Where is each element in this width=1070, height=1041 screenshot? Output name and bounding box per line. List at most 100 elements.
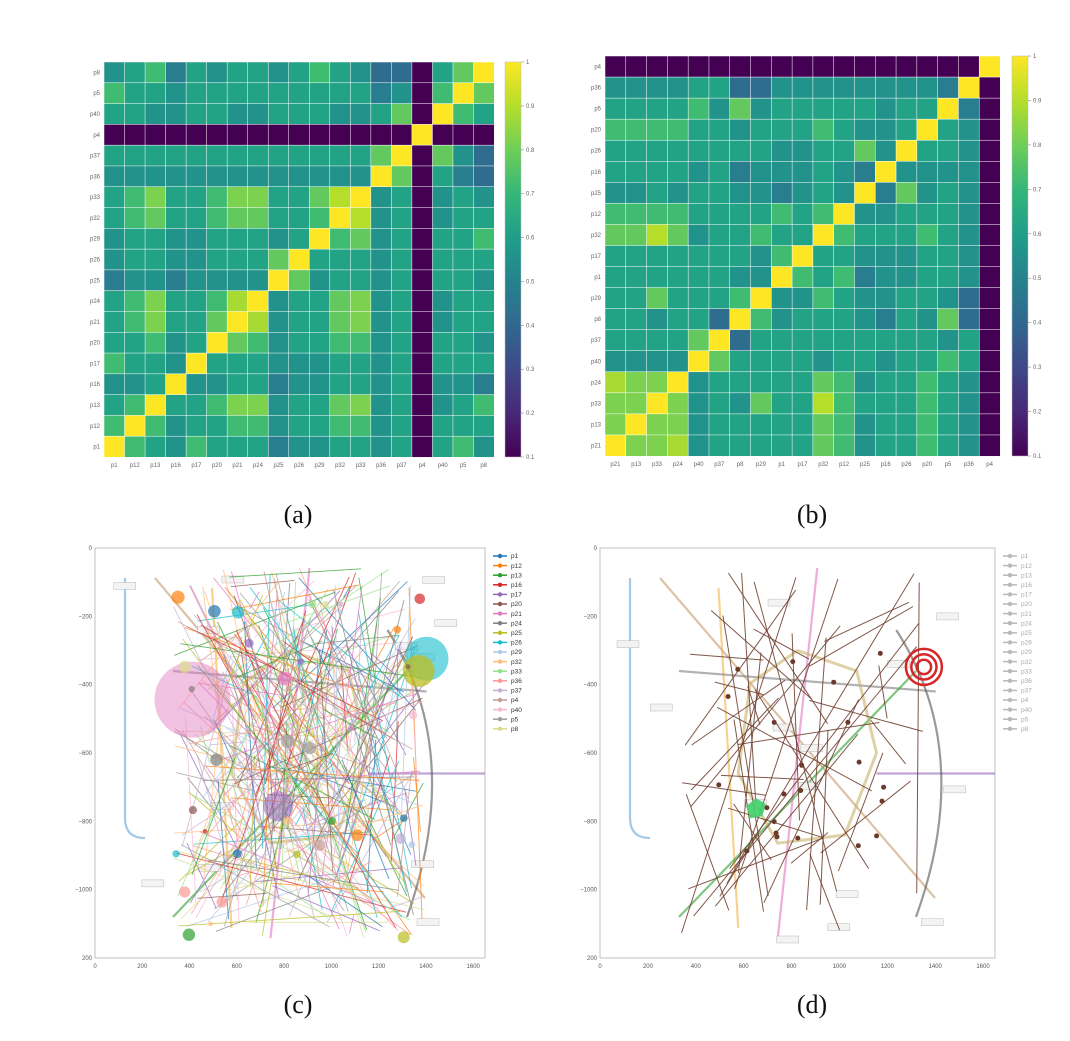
heatmap-a-cell-p25-p1	[103, 269, 126, 292]
map-d-trajectory	[733, 719, 764, 912]
map-d-target-ring	[910, 653, 938, 681]
heatmap-b-ylabel: p13	[591, 422, 602, 428]
map-d-trajectory	[790, 832, 829, 864]
heatmap-b-cell-p26-p1	[771, 139, 793, 162]
heatmap-a-cell-p5-p37	[391, 82, 413, 105]
heatmap-b-cell-p13-p16	[875, 413, 897, 436]
map-c-trajectory	[180, 708, 418, 806]
heatmap-a-cell-p5-p36	[370, 82, 392, 105]
heatmap-a-cell-p36-p40	[432, 165, 454, 188]
heatmap-a-cell-p25-p20	[206, 269, 228, 292]
map-c-legend-label: p16	[511, 582, 522, 589]
heatmap-a-cell-p32-p25	[267, 207, 290, 229]
heatmap-b-cell-p20-p20	[916, 118, 939, 141]
map-d-legend-marker	[1007, 697, 1013, 703]
heatmap-b-cell-p36-p26	[895, 76, 918, 99]
heatmap-a-cell-p1-p16	[165, 435, 187, 458]
map-d-legend-label: p29	[1021, 649, 1032, 656]
heatmap-b-cell-p37-p29	[750, 329, 772, 352]
heatmap-b-cell-p20-p8	[729, 118, 752, 141]
map-c-cluster-circle	[263, 791, 294, 822]
heatmap-a-cell-p20-p13	[144, 332, 167, 354]
heatmap-b-cell-p21-p17	[791, 434, 814, 457]
heatmap-a-cell-p29-p1	[103, 228, 126, 250]
heatmap-b-cell-p17-p16	[875, 245, 897, 268]
map-c-trajectory	[345, 644, 407, 756]
map-c-trajectory	[213, 719, 234, 763]
heatmap-a-cell-p36-p33	[350, 165, 372, 188]
heatmap-b-cell-p25-p24	[667, 182, 689, 204]
heatmap-b-cell-p5-p17	[791, 97, 814, 120]
heatmap-a-cell-p20-p5	[452, 332, 475, 354]
heatmap-b-cell-p20-p36	[958, 118, 980, 141]
map-c-legend-marker	[497, 659, 503, 664]
heatmap-b-cell-p17-p32	[812, 245, 835, 268]
heatmap-a-xlabel: p4	[419, 463, 426, 469]
heatmap-b-cell-p4-p36	[958, 55, 980, 78]
heatmap-b-cell-p29-p4	[978, 287, 1001, 310]
heatmap-b-cell-p29-p40	[687, 287, 710, 310]
heatmap-b-cell-p32-p1	[771, 224, 793, 247]
heatmap-b-cell-p24-p4	[978, 371, 1001, 394]
heatmap-b-cell-p17-p5	[937, 245, 959, 268]
map-c-point	[314, 839, 326, 851]
map-c-legend-label: p36	[511, 678, 522, 685]
heatmap-a-cell-p40-p8	[473, 103, 495, 125]
heatmap-a-cell-p21-p4	[411, 311, 433, 333]
heatmap-b-cell-p8-p4	[978, 308, 1001, 331]
heatmap-b-cell-p17-p24	[667, 245, 689, 268]
heatmap-b-cell-p16-p24	[667, 161, 689, 183]
map-c-trajectory	[261, 574, 271, 849]
heatmap-b-cell-p20-p33	[646, 118, 668, 141]
heatmap-b-cell-p37-p1	[771, 329, 793, 352]
heatmap-a-cell-p21-p24	[247, 311, 269, 333]
map-d-trajectory	[688, 837, 823, 890]
heatmap-a-cell-p12-p16	[165, 415, 187, 437]
map-d-trajectory	[693, 646, 918, 917]
heatmap-a-cell-p20-p40	[432, 332, 454, 354]
heatmap-b-cell-p24-p24	[667, 371, 689, 394]
heatmap-b-cell-p17-p37	[708, 245, 731, 268]
map-c-trajectory	[225, 863, 348, 892]
map-c-trajectory	[254, 667, 324, 721]
heatmap-a-cell-p12-p32	[329, 415, 351, 437]
heatmap-b-cell-p17-p20	[916, 245, 939, 268]
heatmap-a-cell-p26-p1	[103, 248, 126, 271]
map-c-point	[202, 829, 208, 834]
colorbar-a-label: 0.2	[526, 411, 535, 417]
heatmap-b-cell-p13-p12	[833, 413, 856, 436]
heatmap-a-cell-p37-p36	[370, 144, 392, 167]
heatmap-a-cell-p5-p33	[350, 82, 372, 105]
heatmap-a-cell-p25-p24	[247, 269, 269, 292]
heatmap-b-cell-p32-p29	[750, 224, 772, 247]
heatmap-a-cell-p24-p33	[350, 290, 372, 313]
heatmap-a-cell-p12-p24	[247, 415, 269, 437]
map-d-trajectory	[763, 699, 860, 904]
heatmap-b-cell-p16-p8	[729, 161, 752, 183]
heatmap-a-cell-p29-p24	[247, 228, 269, 250]
heatmap-a-cell-p26-p4	[411, 248, 433, 271]
heatmap-a-cell-p8-p17	[185, 61, 208, 84]
map-c-station-label	[411, 860, 434, 868]
heatmap-a-cell-p40-p36	[370, 103, 392, 125]
heatmap-b-cell-p16-p21	[604, 161, 627, 183]
heatmap-a-cell-p1-p24	[247, 435, 269, 458]
map-d-trajectory	[716, 706, 873, 792]
heatmap-a-cell-p20-p25	[267, 332, 290, 354]
map-c-trajectory	[192, 794, 411, 921]
heatmap-a-ylabel: p1	[93, 445, 100, 451]
heatmap-b-cell-p24-p37	[708, 371, 731, 394]
map-d-ytick: 200	[587, 956, 598, 962]
map-d-station-label	[800, 744, 823, 752]
map-c-point	[261, 714, 265, 719]
colorbar-b-label: 0.3	[1033, 365, 1042, 371]
heatmap-b-cell-p17-p8	[729, 245, 752, 268]
heatmap-a-cell-p25-p29	[309, 269, 331, 292]
map-c-trajectory	[321, 585, 363, 881]
map-c-trajectory	[245, 621, 315, 921]
heatmap-a-cell-p16-p40	[432, 373, 454, 396]
heatmap-a-xlabel: p20	[212, 463, 223, 469]
heatmap-a-cell-p20-p20	[206, 332, 228, 354]
heatmap-a-xlabel: p5	[460, 463, 467, 469]
heatmap-b-cell-p40-p36	[958, 350, 980, 373]
